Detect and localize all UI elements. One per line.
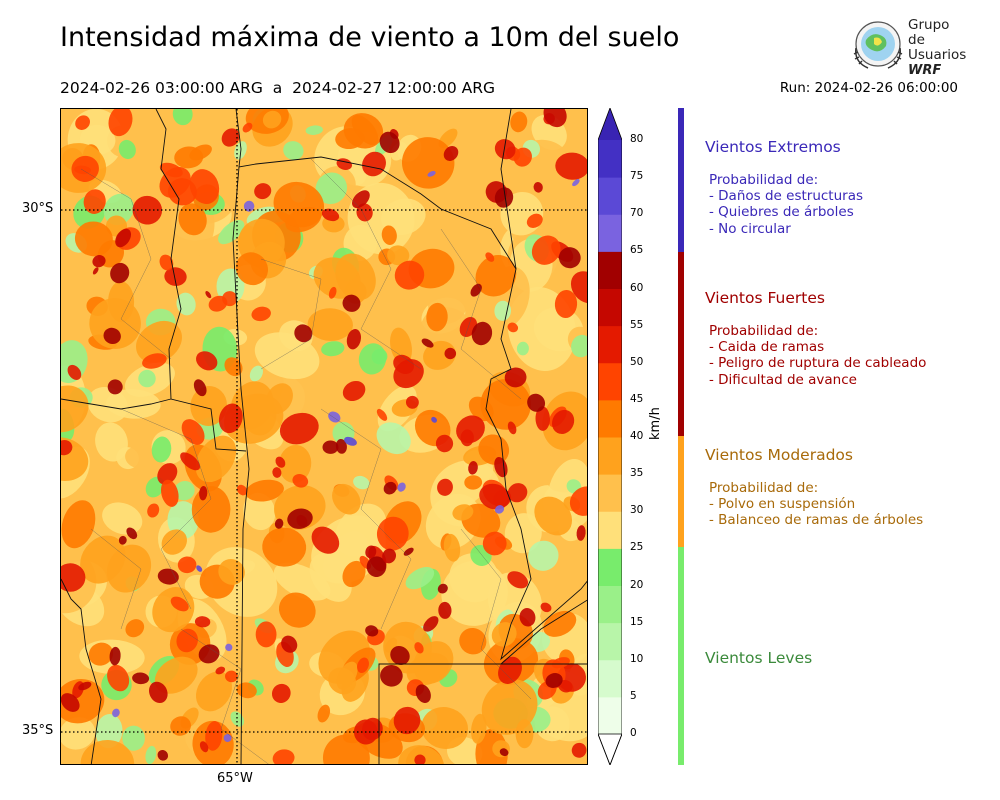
colorbar-segment <box>598 399 622 438</box>
colorbar <box>598 108 622 765</box>
colorbar-segment <box>598 659 622 698</box>
graticule <box>61 109 587 764</box>
colorbar-extend-bottom <box>598 733 622 765</box>
colorbar-tick-label: 70 <box>630 207 644 220</box>
colorbar-tick-label: 65 <box>630 244 644 257</box>
wind-map[interactable] <box>60 108 588 765</box>
colorbar-segment <box>598 585 622 624</box>
globe-icon <box>853 21 903 69</box>
colorbar-tick-label: 15 <box>630 615 644 628</box>
colorbar-tick-label: 75 <box>630 170 644 183</box>
category-description: Probabilidad de: - Caida de ramas - Peligr… <box>709 323 926 388</box>
colorbar-tick-label: 5 <box>630 689 637 702</box>
colorbar-segment <box>598 214 622 252</box>
lat-label-35s: 35°S <box>22 723 54 738</box>
wind-field <box>61 109 587 764</box>
category-band <box>678 252 684 436</box>
colorbar-segment <box>598 325 622 364</box>
category-band <box>678 108 684 252</box>
category-description: Probabilidad de: - Polvo en suspensión - B… <box>709 480 923 529</box>
colorbar-tick-label: 20 <box>630 578 644 591</box>
category-title: Vientos Extremos <box>705 138 841 156</box>
colorbar-tick-label: 0 <box>630 727 637 739</box>
colorbar-tick-label: 35 <box>630 467 644 480</box>
colorbar-segment <box>598 362 622 401</box>
colorbar-segment <box>598 177 622 215</box>
colorbar-tick-label: 30 <box>630 504 644 517</box>
category-line: - Balanceo de ramas de árboles <box>709 512 924 529</box>
category-title: Vientos Moderados <box>705 446 853 464</box>
colorbar-tick-label: 80 <box>630 133 644 145</box>
colorbar-segment <box>598 696 622 735</box>
lat-label-30s: 30°S <box>22 201 54 216</box>
colorbar-segment <box>598 251 622 289</box>
map-title: Intensidad máxima de viento a 10m del su… <box>60 22 680 53</box>
category-line: Probabilidad de: <box>709 480 819 496</box>
logo-line-2: Usuarios <box>908 47 967 63</box>
category-title: Vientos Fuertes <box>705 289 825 307</box>
logo-line-1: Grupo de <box>908 17 950 48</box>
colorbar-tick-label: 10 <box>630 652 644 665</box>
colorbar-segment <box>598 622 622 661</box>
category-band <box>678 547 684 765</box>
category-line: - Dificultad de avance <box>709 371 857 388</box>
colorbar-tick-label: 25 <box>630 541 644 554</box>
lon-label-65w: 65°W <box>217 771 253 786</box>
colorbar-segment <box>598 548 622 586</box>
department-borders <box>80 158 532 764</box>
logo-line-3: WRF <box>908 63 942 78</box>
colorbar-tick-label: 40 <box>630 430 644 442</box>
category-line: - Daños de estructuras <box>709 188 864 205</box>
category-line: Probabilidad de: <box>709 323 819 339</box>
colorbar-segment <box>598 474 622 512</box>
category-line: - Polvo en suspensión <box>709 496 856 513</box>
run-time: Run: 2024-02-26 06:00:00 <box>779 80 958 96</box>
colorbar-segment <box>598 511 622 549</box>
time-range: 2024-02-26 03:00:00 ARG a 2024-02-27 12:… <box>60 79 496 97</box>
category-line: - No circular <box>709 220 791 237</box>
province-borders <box>61 109 587 764</box>
wind-field-svg <box>61 109 587 764</box>
category-description: Probabilidad de: - Daños de estructuras - … <box>709 172 863 237</box>
category-band <box>678 436 684 547</box>
colorbar-extend-top <box>598 108 622 140</box>
category-line: - Quiebres de árboles <box>709 204 854 221</box>
colorbar-tick-label: 60 <box>630 281 644 294</box>
colorbar-tick-label: 55 <box>630 318 644 331</box>
colorbar-tick-label: 50 <box>630 355 644 368</box>
colorbar-tick-label: 45 <box>630 392 644 405</box>
category-title: Vientos Leves <box>705 649 813 667</box>
colorbar-segment <box>598 288 622 327</box>
colorbar-unit: km/h <box>648 407 663 440</box>
category-line: Probabilidad de: <box>709 172 819 188</box>
colorbar-segment <box>598 437 622 475</box>
category-line: - Caida de ramas <box>709 339 825 356</box>
colorbar-segment <box>598 140 622 178</box>
wrf-logo: Grupo de Usuarios WRF <box>850 17 970 78</box>
category-line: - Peligro de ruptura de cableado <box>709 355 927 372</box>
